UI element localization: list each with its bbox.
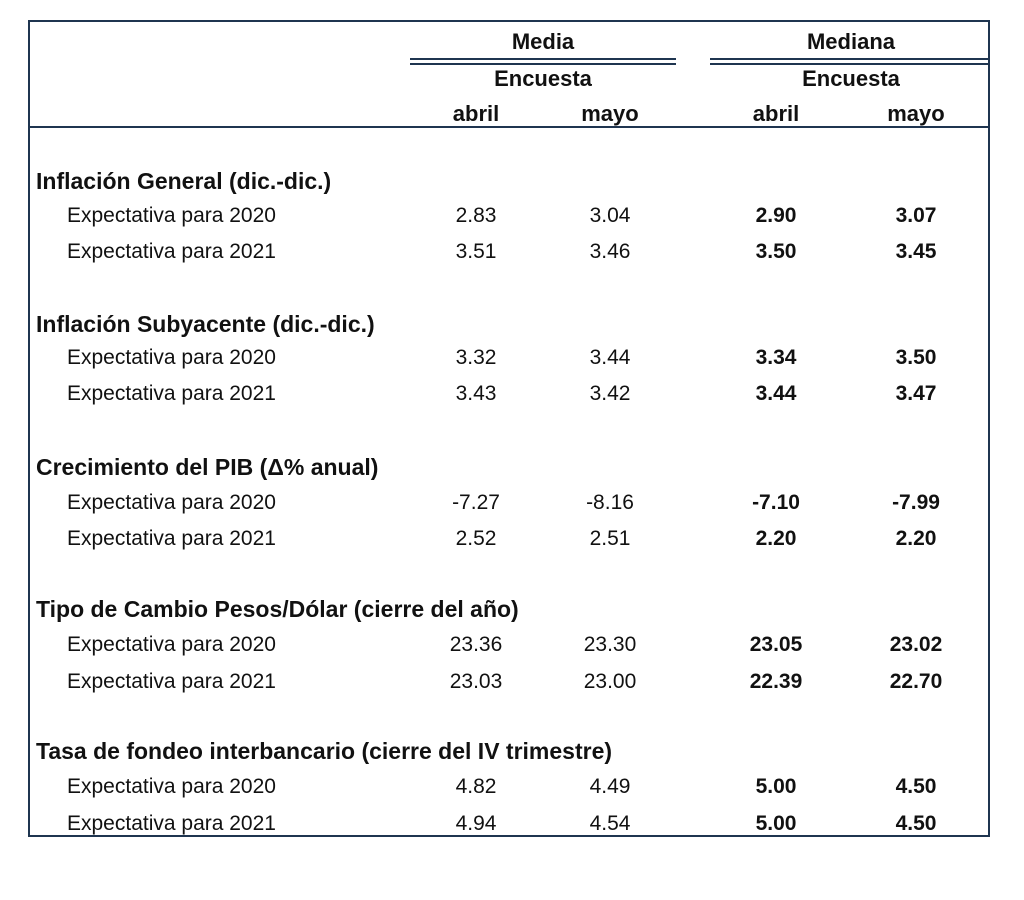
cell-value: 3.44 [755, 382, 797, 405]
cell-value: 3.34 [755, 346, 797, 369]
cell-value: 3.04 [589, 204, 631, 227]
cell-value: 23.36 [449, 633, 503, 656]
cell-value: 4.94 [455, 812, 497, 835]
cell-value: 2.20 [895, 527, 937, 550]
header-median-title: Mediana [806, 29, 896, 54]
cell-value: 2.83 [455, 204, 497, 227]
header-month-median-april: abril [752, 101, 800, 126]
row-label: Expectativa para 2021 [67, 670, 276, 693]
header-mean-title: Media [511, 29, 575, 54]
cell-value: -8.16 [586, 491, 634, 514]
section-title-exchange-rate: Tipo de Cambio Pesos/Dólar (cierre del a… [36, 596, 519, 622]
section-title-interbank-rate: Tasa de fondeo interbancario (cierre del… [36, 738, 613, 764]
row-label: Expectativa para 2020 [67, 204, 276, 227]
cell-value: 23.30 [583, 633, 637, 656]
cell-value: 2.51 [589, 527, 631, 550]
cell-value: 4.82 [455, 775, 497, 798]
cell-value: 5.00 [755, 775, 797, 798]
cell-value: 4.50 [895, 812, 937, 835]
header-separator [30, 126, 988, 128]
cell-value: 23.05 [749, 633, 803, 656]
row-label: Expectativa para 2021 [67, 812, 276, 835]
row-label: Expectativa para 2020 [67, 775, 276, 798]
cell-value: 3.45 [895, 240, 937, 263]
section-title-general-inflation: Inflación General (dic.-dic.) [36, 168, 332, 194]
cell-value: -7.10 [752, 491, 800, 514]
cell-value: 3.50 [895, 346, 937, 369]
header-median-rule [710, 58, 990, 65]
cell-value: 3.42 [589, 382, 631, 405]
cell-value: 23.02 [889, 633, 943, 656]
header-month-mean-may: mayo [581, 101, 639, 126]
cell-value: 3.46 [589, 240, 631, 263]
header-month-mean-april: abril [452, 101, 500, 126]
cell-value: 3.51 [455, 240, 497, 263]
header-month-median-may: mayo [887, 101, 945, 126]
cell-value: -7.27 [452, 491, 500, 514]
cell-value: 3.50 [755, 240, 797, 263]
cell-value: -7.99 [892, 491, 940, 514]
header-mean-survey: Encuesta [494, 66, 592, 91]
cell-value: 23.00 [583, 670, 637, 693]
cell-value: 3.32 [455, 346, 497, 369]
cell-value: 3.47 [895, 382, 937, 405]
cell-value: 2.20 [755, 527, 797, 550]
cell-value: 23.03 [449, 670, 503, 693]
cell-value: 3.44 [589, 346, 631, 369]
cell-value: 22.70 [889, 670, 943, 693]
section-title-core-inflation: Inflación Subyacente (dic.-dic.) [36, 311, 375, 337]
cell-value: 22.39 [749, 670, 803, 693]
cell-value: 4.50 [895, 775, 937, 798]
header-median-survey: Encuesta [802, 66, 900, 91]
row-label: Expectativa para 2020 [67, 633, 276, 656]
row-label: Expectativa para 2021 [67, 240, 276, 263]
cell-value: 3.07 [895, 204, 937, 227]
row-label: Expectativa para 2021 [67, 382, 276, 405]
cell-value: 3.43 [455, 382, 497, 405]
expectations-table: Media Mediana Encuesta Encuesta abril ma… [28, 20, 990, 837]
row-label: Expectativa para 2020 [67, 346, 276, 369]
cell-value: 2.90 [755, 204, 797, 227]
row-label: Expectativa para 2021 [67, 527, 276, 550]
cell-value: 4.54 [589, 812, 631, 835]
cell-value: 4.49 [589, 775, 631, 798]
section-title-gdp-growth: Crecimiento del PIB (Δ% anual) [36, 454, 379, 480]
cell-value: 2.52 [455, 527, 497, 550]
cell-value: 5.00 [755, 812, 797, 835]
row-label: Expectativa para 2020 [67, 491, 276, 514]
header-mean-rule [410, 58, 676, 65]
